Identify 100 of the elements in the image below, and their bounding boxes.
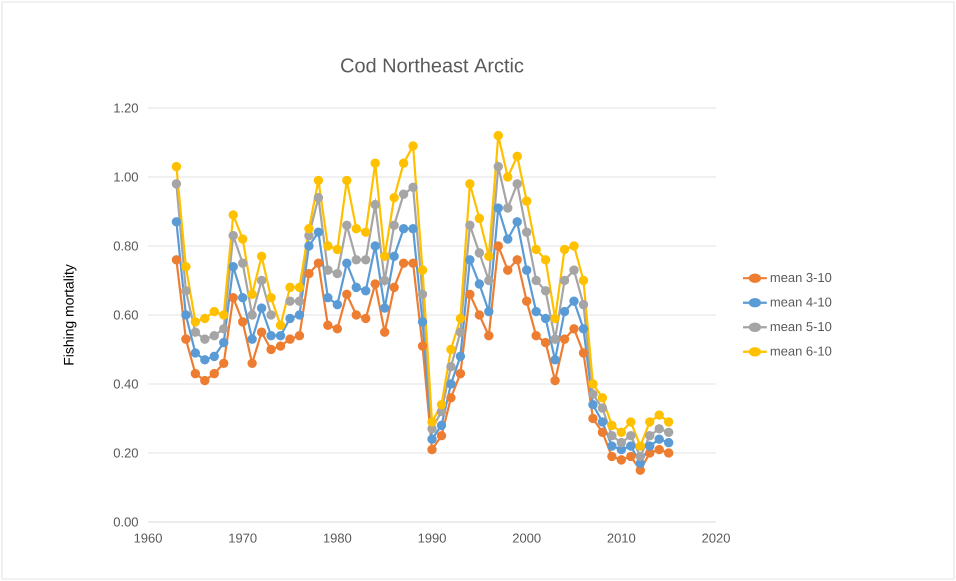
point	[219, 324, 228, 334]
point	[266, 310, 276, 320]
point	[352, 255, 361, 264]
point	[323, 293, 333, 302]
point	[560, 306, 570, 316]
point	[181, 334, 191, 344]
point	[228, 262, 238, 272]
point	[323, 320, 333, 330]
point	[626, 441, 636, 451]
point	[588, 414, 598, 424]
point	[664, 417, 674, 427]
point	[219, 358, 228, 368]
point	[645, 431, 654, 440]
point	[314, 176, 324, 186]
point	[531, 330, 541, 340]
legend-label: mean 4-10	[770, 297, 832, 307]
point	[503, 172, 512, 182]
point	[370, 158, 380, 168]
point	[616, 438, 626, 448]
point	[247, 290, 257, 299]
point	[607, 431, 617, 440]
point	[389, 252, 399, 262]
point	[550, 376, 560, 386]
point	[474, 248, 484, 258]
point	[181, 262, 191, 272]
point	[247, 358, 257, 368]
point	[465, 255, 475, 264]
point	[256, 252, 266, 262]
point	[418, 265, 428, 275]
point	[380, 303, 390, 313]
point	[276, 330, 286, 340]
point	[266, 330, 276, 340]
point	[522, 196, 532, 206]
point	[636, 441, 645, 451]
point	[550, 334, 560, 344]
point	[210, 368, 219, 378]
point	[578, 348, 588, 358]
point	[626, 417, 636, 427]
point	[494, 241, 503, 251]
point	[456, 352, 466, 362]
point	[323, 241, 333, 251]
point	[247, 334, 257, 344]
point	[446, 379, 456, 389]
point	[172, 217, 182, 227]
point	[598, 428, 608, 437]
point	[294, 310, 304, 320]
point	[522, 296, 532, 306]
point	[616, 455, 626, 465]
point	[588, 390, 598, 400]
point	[314, 192, 324, 202]
point	[352, 224, 361, 234]
point	[398, 258, 408, 268]
legend-label: mean 5-10	[770, 322, 832, 332]
point	[228, 230, 238, 240]
y-axis-title: Fishing mortality	[63, 264, 76, 365]
y-tick-label: 0.80	[114, 241, 138, 251]
point	[588, 379, 598, 389]
x-tick-label: 1970	[229, 534, 257, 543]
point	[484, 252, 494, 262]
point	[418, 290, 428, 299]
point	[285, 296, 295, 306]
point	[342, 258, 352, 268]
point	[332, 324, 342, 334]
point	[323, 265, 333, 275]
point	[228, 293, 238, 302]
point	[540, 314, 550, 324]
point	[474, 214, 484, 224]
point	[664, 428, 674, 437]
x-tick-label: 2020	[702, 534, 730, 543]
y-tick-label: 1.20	[114, 103, 138, 113]
point	[645, 417, 654, 427]
point	[503, 265, 512, 275]
point	[531, 244, 541, 254]
point	[228, 210, 238, 220]
point	[436, 400, 446, 410]
point	[446, 393, 456, 402]
y-tick-label: 0.00	[114, 517, 138, 527]
point	[408, 182, 418, 192]
point	[654, 434, 664, 444]
point	[446, 344, 456, 354]
point	[512, 179, 522, 189]
point	[304, 268, 314, 278]
point	[512, 255, 522, 264]
point	[569, 265, 579, 275]
point	[285, 282, 295, 292]
point	[607, 452, 617, 462]
point	[607, 420, 617, 430]
point	[172, 162, 182, 172]
y-tick-label: 0.60	[114, 310, 138, 320]
point	[503, 234, 512, 244]
point	[210, 330, 219, 340]
point	[314, 227, 324, 237]
point	[190, 348, 200, 358]
point	[654, 444, 664, 454]
point	[531, 276, 541, 286]
point	[465, 290, 475, 299]
point	[408, 258, 418, 268]
point	[342, 290, 352, 299]
point	[560, 244, 570, 254]
point	[256, 303, 266, 313]
